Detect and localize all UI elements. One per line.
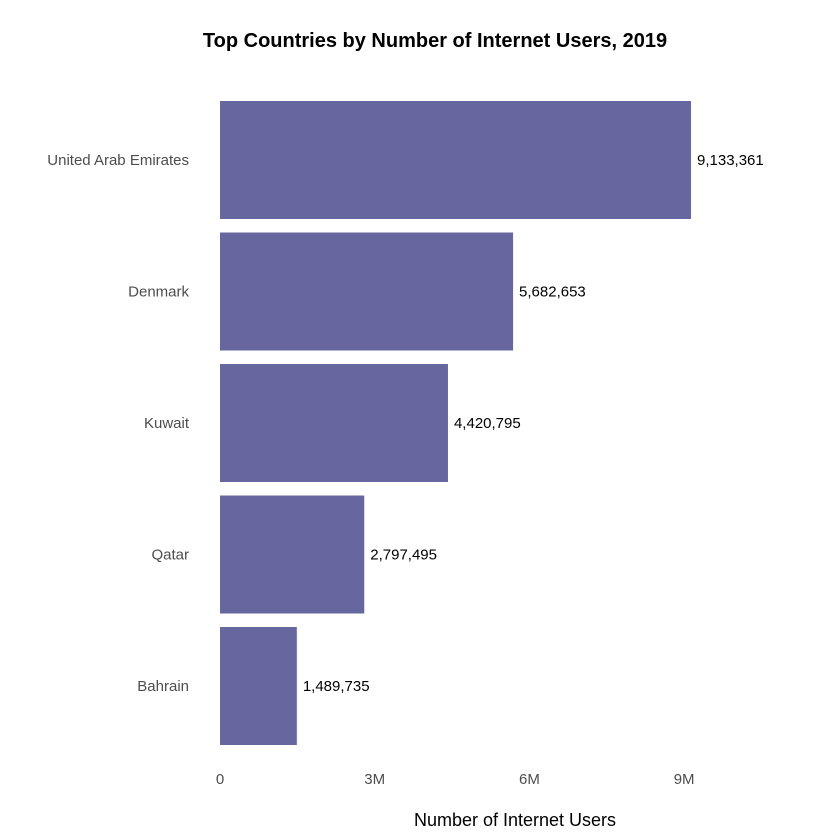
- bar-value-label: 1,489,735: [303, 678, 370, 695]
- y-tick-label: Denmark: [128, 284, 189, 301]
- y-tick-label: Bahrain: [137, 678, 189, 695]
- bar-qatar: [220, 495, 365, 614]
- bar-united-arab-emirates: [220, 101, 691, 219]
- bar-value-label: 5,682,653: [519, 284, 586, 301]
- y-tick-label: Kuwait: [144, 415, 190, 432]
- bar-denmark: [220, 232, 514, 351]
- x-tick-label: 0: [216, 771, 224, 788]
- bar-kuwait: [220, 364, 448, 482]
- x-tick-label: 3M: [364, 771, 385, 788]
- bar-value-label: 2,797,495: [370, 547, 437, 564]
- x-tick-label: 6M: [519, 771, 540, 788]
- value-labels-group: 9,133,361 5,682,653 4,420,795 2,797,495 1,48…: [303, 152, 764, 695]
- bar-value-label: 4,420,795: [454, 415, 521, 432]
- y-tick-label: United Arab Emirates: [47, 152, 189, 169]
- y-tick-label: Qatar: [151, 547, 189, 564]
- x-axis-title: Number of Internet Users: [414, 810, 616, 830]
- x-tick-label: 9M: [674, 771, 695, 788]
- category-labels-group: United Arab Emirates Denmark Kuwait Qatar Ba…: [47, 152, 190, 695]
- bar-bahrain: [220, 627, 297, 745]
- x-axis-ticks-group: 0 3M 6M 9M: [216, 771, 695, 788]
- chart-title: Top Countries by Number of Internet User…: [203, 30, 667, 52]
- bars-group: [220, 101, 691, 745]
- bar-value-label: 9,133,361: [697, 152, 764, 169]
